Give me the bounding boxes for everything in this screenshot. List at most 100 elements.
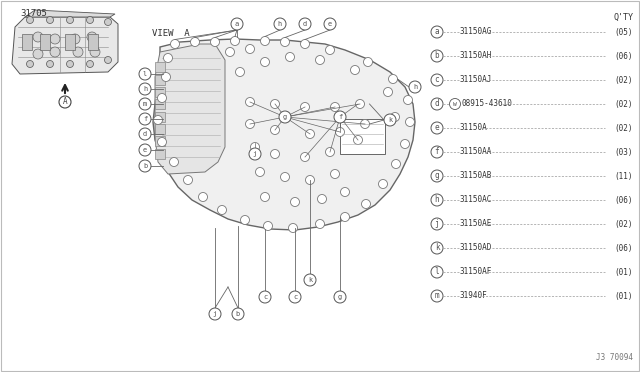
Circle shape — [70, 34, 80, 44]
Circle shape — [431, 26, 443, 38]
FancyBboxPatch shape — [155, 136, 165, 146]
Text: k: k — [308, 277, 312, 283]
Circle shape — [289, 291, 301, 303]
Circle shape — [340, 212, 349, 221]
Circle shape — [334, 111, 346, 123]
Text: J3 70094: J3 70094 — [596, 353, 633, 362]
Circle shape — [50, 34, 60, 44]
Circle shape — [170, 39, 179, 48]
Text: 31150A: 31150A — [460, 124, 488, 132]
Circle shape — [431, 218, 443, 230]
Circle shape — [211, 38, 220, 46]
Circle shape — [86, 61, 93, 67]
Circle shape — [431, 98, 443, 110]
Text: 31150AH: 31150AH — [460, 51, 492, 61]
Text: (03): (03) — [614, 148, 633, 157]
Circle shape — [139, 98, 151, 110]
Circle shape — [163, 54, 173, 62]
Circle shape — [335, 128, 344, 137]
FancyBboxPatch shape — [155, 124, 165, 134]
Text: (06): (06) — [614, 196, 633, 205]
Circle shape — [170, 157, 179, 167]
Circle shape — [86, 16, 93, 23]
FancyBboxPatch shape — [155, 149, 165, 159]
Circle shape — [353, 135, 362, 144]
Text: A: A — [63, 97, 67, 106]
Circle shape — [241, 215, 250, 224]
Circle shape — [305, 176, 314, 185]
Circle shape — [280, 38, 289, 46]
Circle shape — [154, 115, 163, 125]
Circle shape — [431, 290, 443, 302]
Text: d: d — [303, 21, 307, 27]
Text: h: h — [278, 21, 282, 27]
Text: (02): (02) — [614, 124, 633, 132]
Circle shape — [316, 219, 324, 228]
Text: j: j — [213, 311, 217, 317]
Text: f: f — [143, 116, 147, 122]
Circle shape — [301, 39, 310, 48]
Circle shape — [139, 160, 151, 172]
Text: b: b — [143, 163, 147, 169]
Circle shape — [360, 119, 369, 128]
Text: 31150AC: 31150AC — [460, 196, 492, 205]
Text: e: e — [435, 124, 439, 132]
Circle shape — [449, 99, 461, 109]
Circle shape — [326, 45, 335, 55]
Text: (01): (01) — [614, 292, 633, 301]
Polygon shape — [155, 44, 225, 174]
Text: f: f — [338, 114, 342, 120]
Circle shape — [47, 16, 54, 23]
Text: g: g — [283, 114, 287, 120]
Text: 31150AB: 31150AB — [460, 171, 492, 180]
Circle shape — [431, 50, 443, 62]
Circle shape — [431, 266, 443, 278]
Text: m: m — [435, 292, 439, 301]
Circle shape — [403, 96, 413, 105]
FancyBboxPatch shape — [155, 99, 165, 109]
Circle shape — [73, 47, 83, 57]
Circle shape — [330, 103, 339, 112]
Circle shape — [406, 118, 415, 126]
Circle shape — [259, 291, 271, 303]
Circle shape — [260, 36, 269, 45]
Circle shape — [90, 47, 100, 57]
Text: (06): (06) — [614, 51, 633, 61]
Circle shape — [317, 195, 326, 203]
Circle shape — [161, 73, 170, 81]
Circle shape — [104, 57, 111, 64]
FancyBboxPatch shape — [88, 34, 98, 50]
Text: Q'TY: Q'TY — [613, 13, 633, 22]
Text: l: l — [143, 71, 147, 77]
Circle shape — [280, 173, 289, 182]
Circle shape — [431, 194, 443, 206]
Circle shape — [390, 112, 399, 122]
Circle shape — [274, 18, 286, 30]
Circle shape — [324, 18, 336, 30]
Text: (02): (02) — [614, 76, 633, 84]
Circle shape — [139, 128, 151, 140]
Text: h: h — [413, 84, 417, 90]
Text: l: l — [435, 267, 439, 276]
FancyBboxPatch shape — [65, 34, 75, 50]
Circle shape — [246, 97, 255, 106]
Text: 31150AJ: 31150AJ — [460, 76, 492, 84]
Circle shape — [301, 103, 310, 112]
Circle shape — [279, 111, 291, 123]
Circle shape — [139, 113, 151, 125]
Circle shape — [67, 61, 74, 67]
Circle shape — [431, 242, 443, 254]
Circle shape — [264, 221, 273, 231]
Text: 08915-43610: 08915-43610 — [462, 99, 513, 109]
Text: 31940F: 31940F — [460, 292, 488, 301]
Circle shape — [59, 96, 71, 108]
Circle shape — [47, 61, 54, 67]
Circle shape — [316, 55, 324, 64]
Circle shape — [67, 16, 74, 23]
Circle shape — [218, 205, 227, 215]
FancyBboxPatch shape — [40, 34, 50, 50]
Circle shape — [157, 138, 166, 147]
Circle shape — [250, 142, 259, 151]
Circle shape — [231, 18, 243, 30]
Circle shape — [246, 45, 255, 54]
